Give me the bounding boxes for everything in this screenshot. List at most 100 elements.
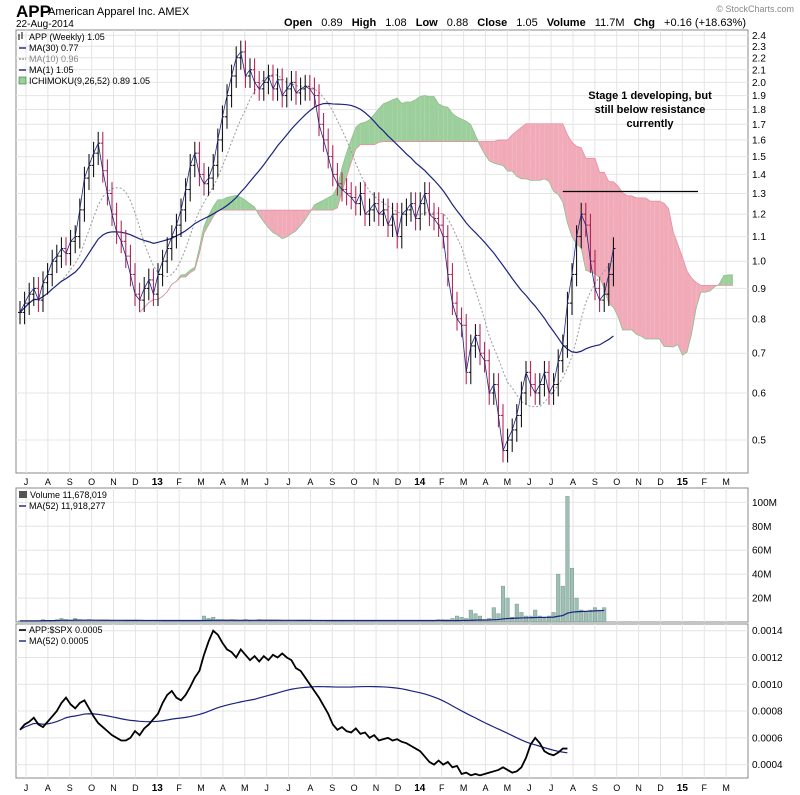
ichimoku-cloud-segment	[498, 140, 503, 166]
x-tick-label-bottom: F	[439, 783, 445, 793]
price-tick-label: 2.2	[752, 53, 766, 64]
x-tick-label-bottom: J	[264, 783, 269, 793]
ichimoku-cloud-segment	[682, 257, 687, 356]
x-tick-label: A	[570, 477, 576, 487]
x-tick-label: J	[24, 477, 29, 487]
x-tick-label-bottom: 14	[414, 783, 426, 794]
ichimoku-cloud-segment	[411, 99, 416, 142]
ichimoku-cloud-segment	[627, 195, 632, 330]
ichimoku-cloud-segment	[406, 101, 411, 142]
ratio-tick-label: 0.0004	[752, 760, 783, 771]
x-tick-label: F	[176, 477, 182, 487]
x-tick-label: J	[286, 477, 291, 487]
ichimoku-cloud-segment	[558, 123, 563, 203]
volume-bar	[96, 620, 101, 623]
x-tick-label: O	[88, 477, 95, 487]
ichimoku-cloud-segment	[250, 203, 255, 211]
volume-bar	[574, 597, 579, 623]
open-value: 0.89	[321, 17, 343, 29]
ratio-panel	[15, 623, 749, 779]
volume-bar	[68, 620, 73, 623]
ichimoku-cloud-segment	[273, 210, 278, 236]
price-tick-label: 1.5	[752, 152, 766, 163]
x-tick-label: S	[67, 477, 73, 487]
volume-bar	[491, 607, 496, 623]
ichimoku-cloud-segment	[673, 231, 678, 347]
ichimoku-cloud-segment	[300, 210, 306, 226]
ichimoku-span-b	[139, 123, 733, 313]
ichimoku-cloud-segment	[595, 158, 600, 278]
ichimoku-cloud-segment	[585, 158, 591, 272]
ichimoku-cloud-segment	[668, 208, 674, 347]
ichimoku-cloud-segment	[240, 197, 246, 211]
volume-tick-label: 80M	[752, 522, 771, 533]
volume-bar	[478, 615, 483, 623]
ichimoku-span-a	[139, 95, 733, 356]
volume-bar	[289, 620, 294, 623]
ichimoku-cloud-segment	[185, 270, 191, 277]
stockcharts-logo[interactable]: © StockCharts.com	[716, 4, 794, 14]
ma30-line	[19, 102, 614, 354]
volume-bar	[579, 609, 584, 623]
ichimoku-cloud-segment	[507, 134, 513, 172]
x-tick-label-bottom: N	[373, 783, 380, 793]
volume-legend-item: MA(52) 11,918,277	[29, 501, 105, 511]
ichimoku-cloud-segment	[296, 210, 301, 231]
x-tick-label-bottom: J	[527, 783, 532, 793]
volume-tick-label: 20M	[752, 594, 771, 605]
ichimoku-cloud-segment	[204, 215, 209, 234]
ichimoku-cloud-segment	[291, 210, 296, 234]
volume-icon	[19, 491, 27, 498]
ichimoku-cloud-segment	[723, 274, 729, 286]
ichimoku-cloud-segment	[599, 172, 605, 289]
volume-bar	[556, 573, 561, 623]
volume-bar	[583, 612, 588, 623]
volume-bar	[542, 618, 547, 623]
ratio-tick-label: 0.0014	[752, 626, 783, 637]
volume-bar	[455, 615, 460, 623]
x-tick-label-bottom: J	[286, 783, 291, 793]
volume-bar	[100, 620, 105, 623]
volume-bar	[123, 620, 128, 623]
ichimoku-cloud-segment	[645, 197, 651, 339]
x-tick-label-bottom: F	[701, 783, 707, 793]
volume-bar	[496, 613, 501, 623]
ratio-tick-label: 0.0010	[752, 680, 783, 691]
x-tick-label-bottom: M	[197, 783, 205, 793]
ichimoku-cloud-segment	[549, 123, 554, 192]
volume-bar	[459, 617, 464, 623]
ichimoku-cloud-segment	[631, 195, 637, 335]
price-bars-icon	[18, 32, 23, 40]
volume-bar	[537, 615, 542, 623]
ichimoku-cloud-segment	[415, 96, 421, 142]
ichimoku-cloud-segment	[360, 122, 365, 145]
x-tick-label: O	[351, 477, 358, 487]
volume-bar	[501, 585, 506, 623]
x-tick-label-bottom: M	[241, 783, 249, 793]
price-tick-label: 1.9	[752, 91, 766, 102]
ichimoku-cloud-segment	[190, 267, 195, 273]
ichimoku-cloud-segment	[512, 131, 517, 177]
high-label: High	[351, 17, 377, 29]
ichimoku-cloud-segment	[608, 181, 614, 308]
x-tick-label-bottom: A	[307, 783, 313, 793]
ichimoku-cloud-segment	[677, 244, 683, 356]
ichimoku-cloud-segment	[581, 147, 586, 271]
ichimoku-cloud-segment	[493, 140, 499, 165]
ichimoku-cloud-segment	[337, 167, 342, 208]
volume-bar	[271, 620, 276, 623]
ichimoku-cloud-segment	[618, 186, 623, 330]
ichimoku-cloud-segment	[245, 200, 250, 211]
chart-date: 22-Aug-2014	[16, 19, 74, 30]
price-legend-item: MA(30) 0.77	[29, 43, 79, 53]
ichimoku-icon	[18, 76, 27, 85]
x-tick-label-bottom: A	[220, 783, 226, 793]
volume-bar	[510, 617, 515, 623]
company-name: American Apparel Inc. AMEX	[48, 6, 190, 18]
volume-bar	[505, 597, 510, 623]
x-tick-label: D	[657, 477, 664, 487]
price-legend-item: MA(10) 0.96	[29, 54, 79, 64]
chg-label: Chg	[633, 17, 655, 29]
price-tick-label: 1.8	[752, 105, 766, 116]
